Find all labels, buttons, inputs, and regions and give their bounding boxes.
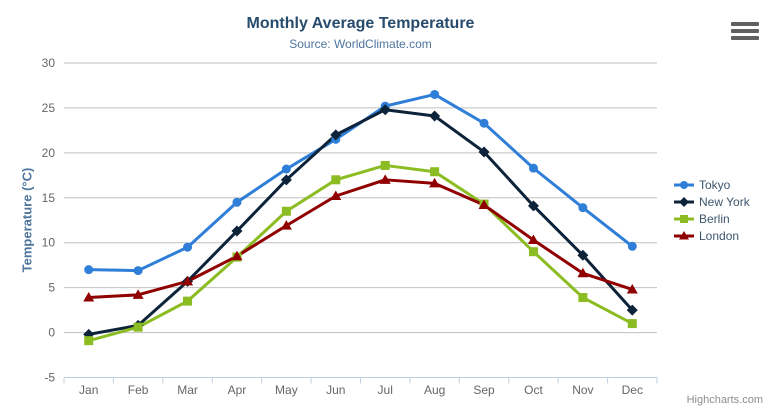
marker-berlin-may[interactable]	[281, 206, 291, 216]
marker-tokyo-sep[interactable]	[479, 118, 489, 128]
x-axis-label-mar: Mar	[177, 383, 198, 397]
marker-new-york-may[interactable]	[280, 174, 292, 186]
legend-square-icon	[674, 214, 694, 223]
x-axis-label-jul: Jul	[378, 383, 393, 397]
legend-marker	[679, 196, 689, 207]
marker-berlin-jan[interactable]	[84, 336, 94, 346]
marker-london-feb[interactable]	[132, 289, 144, 299]
marker-tokyo-feb[interactable]	[133, 266, 143, 276]
marker-london-jan[interactable]	[83, 292, 95, 302]
y-axis-label-0: 0	[48, 326, 55, 340]
marker-london-dec[interactable]	[626, 283, 638, 294]
marker-new-york-sep[interactable]	[478, 146, 490, 158]
marker-tokyo-jan[interactable]	[84, 265, 94, 275]
marker-tokyo-apr[interactable]	[232, 197, 242, 207]
y-axis-label-25: 25	[42, 101, 56, 115]
x-axis-label-apr: Apr	[228, 383, 247, 397]
y-axis-label-5: 5	[48, 281, 55, 295]
legend-triangle-icon	[674, 230, 694, 239]
marker-london-may[interactable]	[280, 220, 292, 230]
marker-new-york-dec[interactable]	[626, 304, 638, 316]
y-axis-label-15: 15	[42, 191, 56, 205]
marker-berlin-mar[interactable]	[183, 296, 193, 306]
marker-berlin-jun[interactable]	[331, 175, 341, 185]
y-axis-label-10: 10	[42, 236, 56, 250]
chart-subtitle: Source: WorldClimate.com	[289, 37, 432, 51]
hamburger-bar	[731, 36, 759, 40]
marker-tokyo-oct[interactable]	[528, 163, 538, 173]
y-axis-label--5: -5	[44, 371, 55, 385]
legend-marker	[680, 214, 688, 223]
x-axis-label-sep: Sep	[473, 383, 495, 397]
marker-london-oct[interactable]	[527, 234, 539, 245]
marker-new-york-apr[interactable]	[231, 225, 243, 237]
x-axis-label-nov: Nov	[572, 383, 593, 397]
x-axis-label-feb: Feb	[128, 383, 149, 397]
series-new-york-line	[87, 108, 634, 336]
x-axis-label-aug: Aug	[424, 383, 445, 397]
marker-london-aug[interactable]	[429, 177, 441, 188]
marker-london-nov[interactable]	[577, 267, 589, 278]
marker-tokyo-mar[interactable]	[183, 242, 193, 252]
marker-new-york-nov[interactable]	[577, 249, 589, 261]
legend-item-new-york[interactable]: New York	[674, 193, 750, 210]
x-axis-label-oct: Oct	[524, 383, 543, 397]
legend-diamond-icon	[674, 196, 694, 207]
hamburger-bar	[731, 29, 759, 33]
y-axis-label-20: 20	[42, 146, 56, 160]
legend-item-berlin[interactable]: Berlin	[674, 210, 750, 227]
legend-circle-icon	[674, 180, 694, 189]
marker-london-sep[interactable]	[478, 199, 490, 209]
legend-marker	[679, 230, 689, 239]
marker-london-jul[interactable]	[379, 174, 391, 184]
marker-tokyo-dec[interactable]	[627, 241, 637, 251]
x-axis-label-dec: Dec	[622, 383, 643, 397]
series-berlin-line	[87, 163, 634, 343]
marker-tokyo-nov[interactable]	[578, 203, 588, 213]
marker-london-apr[interactable]	[231, 250, 243, 261]
marker-berlin-feb[interactable]	[133, 322, 143, 332]
chart-title: Monthly Average Temperature	[246, 15, 475, 32]
legend-label: New York	[699, 194, 750, 209]
marker-berlin-dec[interactable]	[627, 319, 637, 329]
marker-london-mar[interactable]	[182, 275, 194, 286]
legend-label: Tokyo	[699, 177, 731, 192]
hamburger-menu-icon[interactable]	[731, 22, 759, 40]
marker-london-jun[interactable]	[330, 190, 342, 200]
legend-item-london[interactable]: London	[674, 227, 750, 244]
marker-new-york-oct[interactable]	[527, 200, 539, 212]
legend-label: London	[699, 228, 740, 243]
marker-tokyo-may[interactable]	[281, 164, 291, 174]
legend: Tokyo New York Berlin London	[674, 176, 750, 244]
marker-berlin-nov[interactable]	[578, 293, 588, 303]
x-axis-label-jun: Jun	[326, 383, 345, 397]
series-london-line	[87, 178, 634, 300]
marker-berlin-oct[interactable]	[528, 247, 538, 257]
marker-tokyo-aug[interactable]	[430, 89, 440, 99]
marker-new-york-jul[interactable]	[379, 104, 391, 116]
marker-new-york-aug[interactable]	[429, 110, 441, 122]
marker-berlin-jul[interactable]	[380, 160, 390, 170]
legend-item-tokyo[interactable]: Tokyo	[674, 176, 750, 193]
hamburger-bar	[731, 22, 759, 26]
legend-marker	[680, 180, 688, 189]
marker-new-york-jun[interactable]	[330, 129, 342, 141]
x-axis-label-may: May	[275, 383, 298, 397]
marker-berlin-aug[interactable]	[430, 167, 440, 177]
y-axis-label-30: 30	[42, 56, 56, 70]
credits-link[interactable]: Highcharts.com	[686, 394, 763, 406]
x-axis-label-jan: Jan	[79, 383, 98, 397]
legend-label: Berlin	[699, 211, 730, 226]
